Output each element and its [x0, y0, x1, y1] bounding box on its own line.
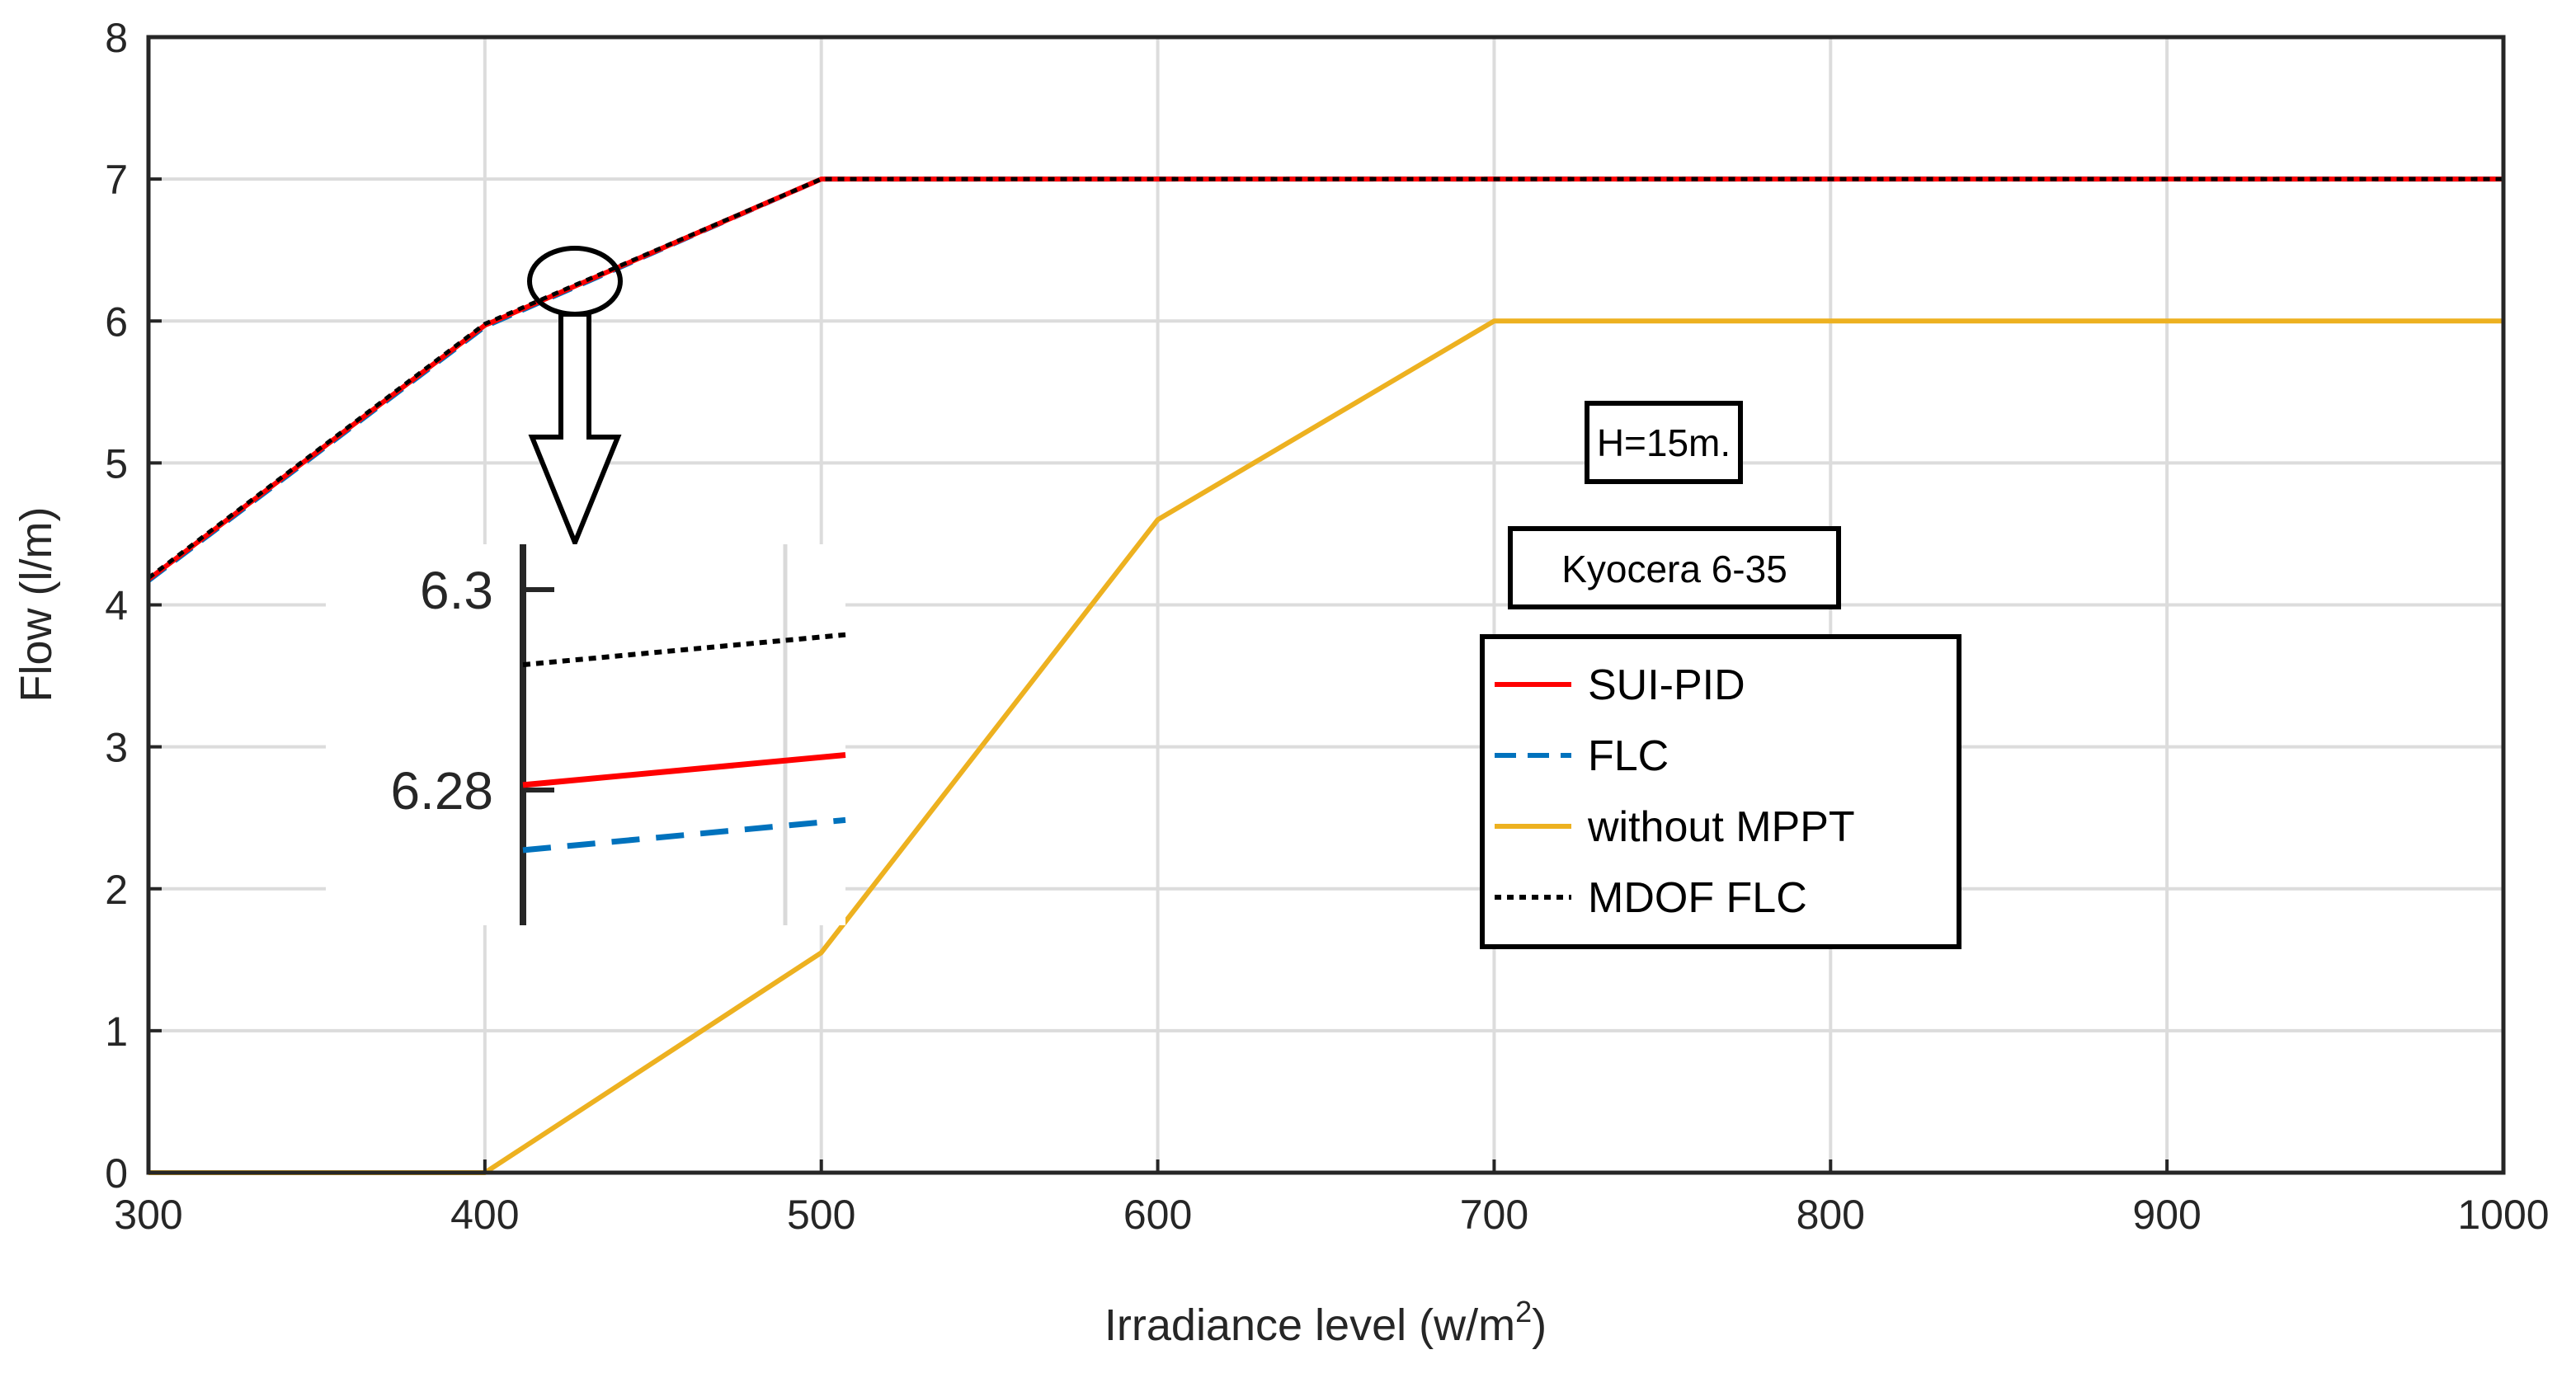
axis-ticks: 300 400 500 600 700 800 900 1000 0 1 2 3 4 5 6 7 8: [105, 15, 2549, 1238]
y-tick-label: 7: [105, 157, 128, 203]
series-line-mdof-flc: [147, 176, 2503, 580]
zoom-inset-tick-label: 6.3: [420, 561, 493, 620]
x-tick-label: 800: [1797, 1192, 1865, 1238]
legend: SUI-PID FLC without MPPT MDOF FLC: [1480, 634, 1961, 949]
y-tick-label: 1: [105, 1009, 128, 1055]
head-annotation-box: [1585, 401, 1743, 484]
legend-label: without MPPT: [1587, 803, 1855, 851]
zoom-inset-lines: [522, 632, 846, 854]
y-tick-label: 2: [105, 867, 128, 913]
y-tick-label: 4: [105, 583, 128, 629]
y-axis-label: Flow (l/m): [12, 507, 61, 703]
y-tick-label: 8: [105, 15, 128, 61]
zoom-line-sui-pid: [522, 752, 846, 788]
zoom-arrow: [528, 312, 622, 549]
legend-label: FLC: [1588, 732, 1669, 780]
x-tick-label: 600: [1123, 1192, 1192, 1238]
y-tick-label: 3: [105, 725, 128, 771]
series-line-without-mppt: [148, 318, 2503, 1175]
y-tick-label: 6: [105, 299, 128, 345]
panel-annotation-box: [1508, 526, 1841, 609]
zoom-line-flc: [522, 816, 846, 854]
x-axis-label: Irradiance level (w/m2): [1104, 1295, 1547, 1350]
y-tick-label: 0: [105, 1150, 128, 1197]
x-tick-label: 500: [787, 1192, 855, 1238]
panel-annotation: Kyocera 6-35: [1561, 548, 1787, 590]
legend-label: SUI-PID: [1588, 661, 1745, 709]
x-tick-label: 900: [2132, 1192, 2201, 1238]
legend-label: MDOF FLC: [1588, 874, 1807, 922]
zoom-inset-tick-label: 6.28: [390, 761, 493, 821]
x-tick-label: 700: [1460, 1192, 1528, 1238]
zoom-line-mdof-flc: [522, 632, 846, 668]
zoom-inset: 6.3 6.28: [326, 544, 846, 925]
x-tick-label: 300: [114, 1192, 182, 1238]
head-annotation: H=15m.: [1597, 421, 1731, 464]
zoom-inset-background: [326, 544, 845, 925]
y-tick-label: 5: [105, 440, 128, 487]
x-tick-label: 1000: [2457, 1192, 2549, 1238]
x-tick-label: 400: [450, 1192, 519, 1238]
